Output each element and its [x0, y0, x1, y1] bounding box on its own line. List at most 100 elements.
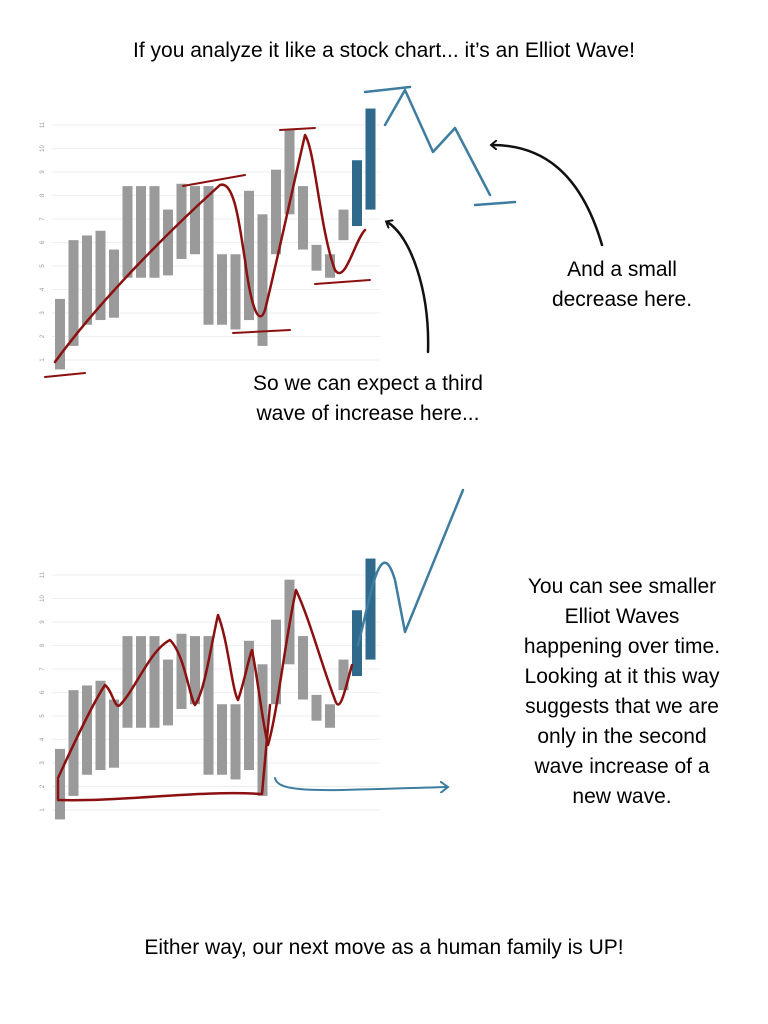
y-tick-label: 11: [40, 121, 46, 128]
footer: Either way, our next move as a human fam…: [144, 936, 623, 959]
wave-marks: [44, 127, 371, 378]
note: And a small decrease here.: [552, 258, 692, 311]
annotations-2: [56, 488, 465, 802]
bar: [352, 610, 362, 677]
y-tick-label: 1: [40, 358, 46, 362]
bar: [203, 636, 214, 775]
bar: [298, 186, 308, 250]
base-wave: [56, 703, 272, 802]
bar: [311, 244, 322, 271]
y-tick-label: 2: [40, 334, 46, 338]
y-tick-label: 9: [40, 620, 46, 624]
chart: 1 2 3 4 5 6 7 8 9 10 11: [40, 108, 380, 370]
bar: [257, 214, 268, 346]
y-tick-label: 2: [40, 784, 46, 788]
wave-curve: [53, 133, 367, 364]
bar: [338, 659, 349, 691]
bar: [55, 748, 65, 820]
wave-curve: [56, 588, 354, 780]
bar: [109, 699, 119, 768]
bar: [217, 704, 227, 775]
bar: [203, 186, 214, 325]
bar: [311, 694, 322, 721]
note: So we can expect a third wave of increase…: [253, 372, 483, 425]
note-line: You can see smaller: [528, 575, 716, 598]
new-wave-arrow: [274, 777, 448, 790]
bar: [176, 633, 187, 709]
note-line: wave increase of a: [533, 755, 709, 778]
bar: [95, 230, 106, 321]
bar: [271, 619, 281, 705]
bar: [190, 636, 200, 705]
bar: [325, 704, 335, 728]
bar: [55, 298, 65, 370]
y-tick-label: 4: [40, 737, 46, 741]
y-tick-label: 4: [40, 287, 46, 291]
y-tick-label: 10: [40, 145, 46, 152]
note-line: wave of increase here...: [256, 402, 480, 425]
projection: [363, 85, 517, 207]
bar: [122, 636, 133, 728]
bar: [230, 254, 241, 330]
y-tick-label: 8: [40, 193, 46, 197]
y-tick-label: 7: [40, 667, 46, 671]
bar: [271, 169, 281, 255]
bar: [109, 249, 119, 318]
y-tick-label: 1: [40, 808, 46, 812]
y-tick-label: 3: [40, 311, 46, 315]
note-line: Elliot Waves: [565, 605, 680, 628]
bar: [284, 129, 295, 215]
bar: [230, 704, 241, 780]
bar: [190, 186, 200, 255]
bar: [257, 664, 268, 796]
annotations-1: [44, 85, 604, 378]
note-line: happening over time.: [524, 635, 720, 658]
y-tick-label: 11: [40, 571, 46, 578]
projection: [356, 488, 465, 647]
note-line: decrease here.: [552, 288, 692, 311]
arrow: [492, 145, 604, 247]
note: You can see smaller Elliot Waves happening…: [524, 575, 720, 808]
bar: [122, 186, 133, 278]
bar: [136, 636, 146, 728]
bar: [244, 640, 254, 771]
note-line: Looking at it this way: [525, 665, 720, 688]
chart: 1 2 3 4 5 6 7 8 9 10 11: [40, 558, 380, 820]
y-tick-label: 7: [40, 217, 46, 221]
arrow: [387, 222, 430, 354]
bar: [217, 254, 227, 325]
bar: [149, 636, 160, 728]
bar: [244, 190, 254, 321]
bar: [352, 160, 362, 227]
y-tick-label: 3: [40, 761, 46, 765]
note-line: suggests that we are: [525, 695, 719, 718]
y-tick-label: 10: [40, 595, 46, 602]
title: If you analyze it like a stock chart... …: [133, 39, 635, 62]
note-line: only in the second: [537, 725, 706, 748]
bar: [365, 558, 376, 660]
bar: [95, 680, 106, 771]
y-tick-label: 5: [40, 714, 46, 718]
bar: [82, 235, 92, 325]
y-tick-label: 5: [40, 264, 46, 268]
note-line: new wave.: [572, 785, 671, 808]
bar: [325, 254, 335, 278]
bar: [163, 659, 173, 726]
y-tick-label: 8: [40, 643, 46, 647]
bar: [298, 636, 308, 700]
bar: [338, 209, 349, 241]
bar: [365, 108, 376, 210]
bar: [149, 186, 160, 278]
note-line: So we can expect a third: [253, 372, 483, 395]
y-tick-label: 9: [40, 170, 46, 174]
bar: [163, 209, 173, 276]
bar: [82, 685, 92, 775]
y-tick-label: 6: [40, 690, 46, 694]
bar: [136, 186, 146, 278]
bar: [68, 240, 79, 346]
y-tick-label: 6: [40, 240, 46, 244]
note-line: And a small: [567, 258, 677, 281]
